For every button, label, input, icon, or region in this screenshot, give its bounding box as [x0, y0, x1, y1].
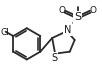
Text: N: N	[64, 25, 72, 35]
Text: S: S	[51, 53, 57, 63]
Text: S: S	[74, 12, 81, 22]
Text: O: O	[58, 6, 65, 15]
Text: O: O	[90, 6, 97, 15]
Text: Cl: Cl	[0, 28, 9, 37]
